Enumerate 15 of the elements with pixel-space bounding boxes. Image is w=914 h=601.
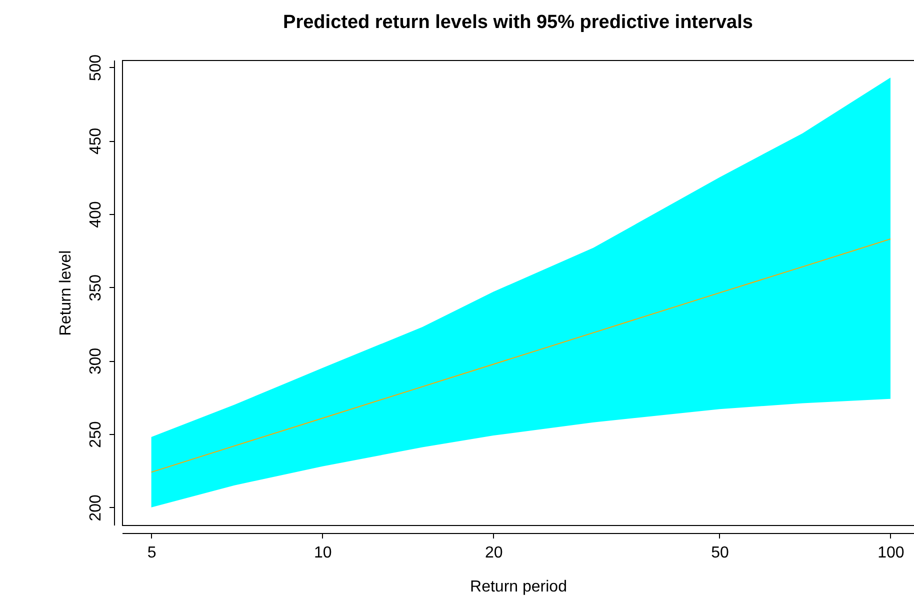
x-tick-label: 20 — [484, 544, 503, 562]
x-tick-label: 100 — [878, 544, 904, 562]
y-tick-label: 250 — [88, 421, 104, 448]
y-axis-title: Return level — [58, 250, 74, 336]
chart-title: Predicted return levels with 95% predictive intervals — [283, 12, 753, 33]
y-tick-label: 200 — [88, 494, 104, 522]
x-axis-title: Return period — [470, 578, 567, 596]
y-tick-label: 350 — [88, 274, 104, 302]
x-tick-label: 10 — [314, 544, 332, 562]
x-tick-label: 5 — [147, 544, 156, 562]
y-tick-label: 450 — [88, 128, 104, 155]
y-tick-label: 300 — [88, 348, 104, 375]
y-tick-label: 500 — [88, 54, 104, 82]
x-tick-label: 50 — [711, 544, 729, 562]
y-tick-label: 400 — [88, 201, 104, 228]
